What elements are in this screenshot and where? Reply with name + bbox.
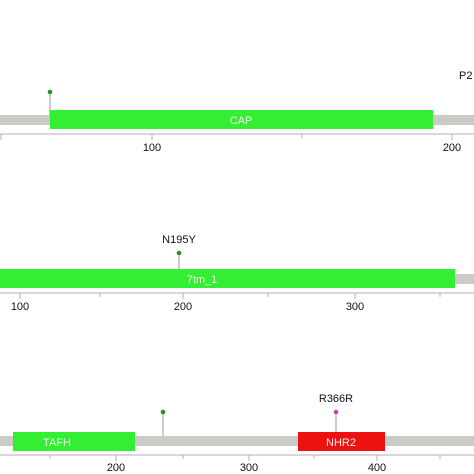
backbone	[0, 436, 474, 446]
domain-7tm-1	[0, 269, 455, 288]
tick-label: 200	[443, 142, 461, 154]
mutation-label: P2	[459, 70, 472, 82]
tick-label: 300	[240, 462, 258, 474]
tick-label: 400	[368, 462, 386, 474]
domain-label: NHR2	[326, 437, 356, 449]
tick-label: 300	[346, 301, 364, 313]
tick-label: 200	[174, 301, 192, 313]
mutation-head	[47, 89, 53, 95]
domain-tafh	[13, 432, 135, 451]
axis-ticks	[19, 293, 441, 299]
axis-ticks	[49, 455, 441, 461]
domain-label: 7tm_1	[187, 274, 218, 286]
domain-label: CAP	[230, 115, 253, 127]
track-3: 200 300 400 TAFH NHR2 R366R	[0, 393, 474, 474]
track-2: 100 200 300 7tm_1 N195Y	[0, 234, 474, 313]
domain-cap	[50, 110, 433, 129]
mutation-label: N195Y	[162, 234, 196, 246]
tick-label: 100	[11, 301, 29, 313]
mutation-head	[176, 250, 182, 256]
axis-ticks	[0, 134, 453, 140]
mutation-label: R366R	[319, 393, 353, 405]
domain-nhr2	[298, 432, 385, 451]
mutation-head	[333, 409, 339, 415]
tick-label: 200	[107, 462, 125, 474]
tick-label: 100	[143, 142, 161, 154]
track-1: 100 200 CAP P2	[0, 70, 474, 154]
domain-label: TAFH	[43, 437, 71, 449]
mutation-head	[160, 409, 166, 415]
